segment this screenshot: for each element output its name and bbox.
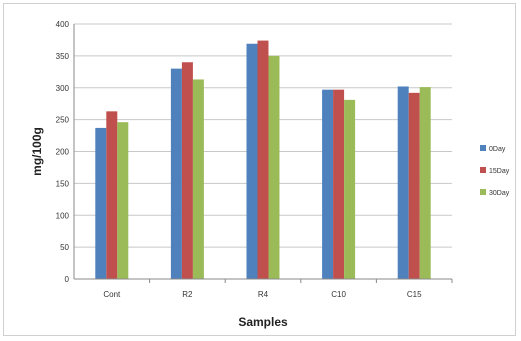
y-tick-label: 0	[65, 275, 70, 284]
axes	[73, 24, 452, 280]
y-tick-label: 100	[56, 211, 70, 220]
legend-label: 15Day	[489, 168, 510, 175]
bars	[95, 40, 431, 280]
bar	[419, 87, 431, 279]
y-tick-label: 250	[56, 116, 70, 125]
y-tick-label: 400	[56, 20, 70, 29]
y-axis-title: mg/100g	[30, 127, 44, 176]
x-tick-label: Cont	[103, 290, 121, 299]
y-axis-ticks: 0 50 100 150 200 250 300 350 400	[56, 20, 70, 284]
y-tick-label: 50	[60, 243, 69, 252]
x-tick-label: C15	[407, 290, 422, 299]
legend-swatch	[480, 167, 486, 173]
bar	[397, 86, 409, 279]
bar	[333, 89, 345, 279]
legend: 0Day 15Day 30Day	[480, 145, 510, 197]
bar	[181, 62, 193, 279]
bar	[268, 55, 280, 279]
y-tick-label: 300	[56, 84, 70, 93]
x-tick-label: C10	[331, 290, 346, 299]
bar	[408, 92, 420, 279]
x-tick-label: R4	[258, 290, 269, 299]
legend-swatch	[480, 145, 486, 151]
bar	[192, 79, 204, 280]
bar	[106, 111, 118, 280]
bar	[170, 68, 182, 279]
bar	[257, 40, 269, 280]
x-tick-label: R2	[182, 290, 193, 299]
legend-label: 30Day	[489, 190, 510, 197]
bar	[95, 127, 107, 279]
x-axis-title: Samples	[238, 315, 288, 329]
legend-swatch	[480, 189, 486, 195]
legend-label: 0Day	[489, 146, 506, 153]
bar	[246, 43, 258, 280]
y-tick-label: 150	[56, 179, 70, 188]
y-tick-label: 350	[56, 52, 70, 61]
bar	[344, 99, 356, 279]
x-axis-ticks: Cont R2 R4 C10 C15	[103, 279, 453, 299]
y-tick-label: 200	[56, 148, 70, 157]
bar	[117, 122, 129, 279]
bar	[322, 89, 334, 279]
